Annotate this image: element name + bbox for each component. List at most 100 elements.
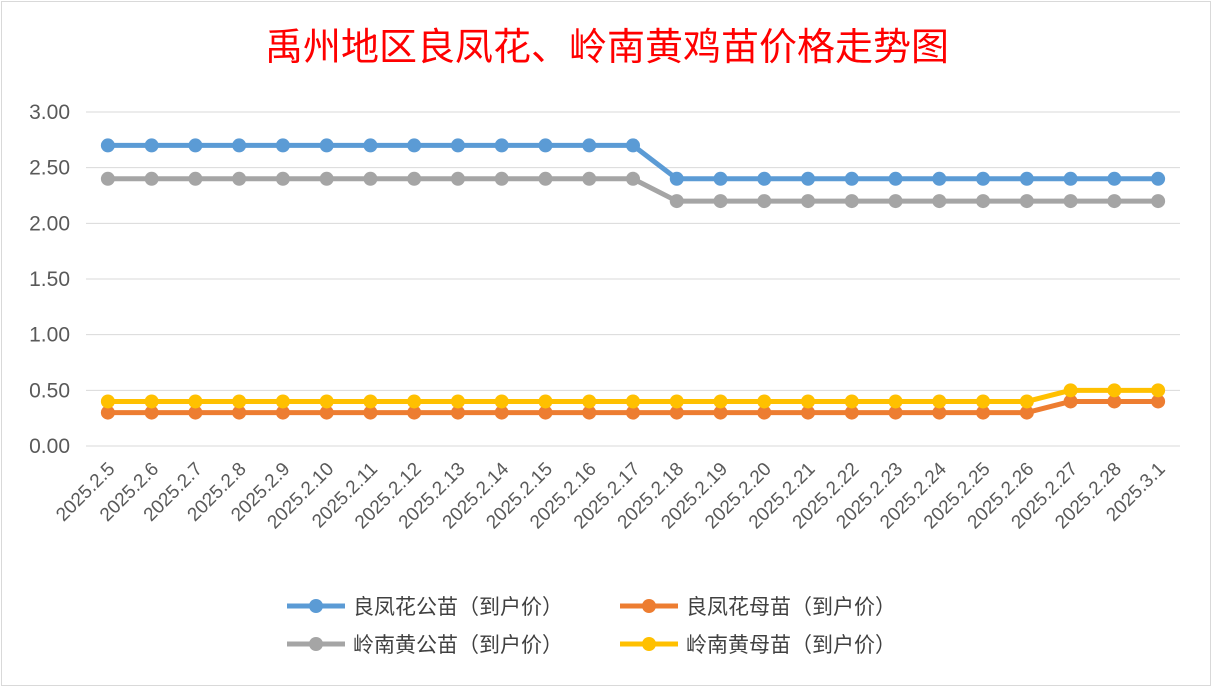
data-point [1151,383,1166,398]
data-point [538,405,553,420]
legend-item: 良凤花母苗（到户价） [620,595,896,619]
data-point [407,138,422,153]
data-point [801,394,816,409]
data-point [232,405,247,420]
data-point [1063,194,1078,209]
legend-marker [642,637,656,651]
data-point [232,394,247,409]
data-point [626,171,640,186]
data-point [538,171,553,186]
data-point [407,405,422,420]
data-point [669,394,684,409]
legend-label: 岭南黄公苗（到户价） [353,633,563,657]
data-point [1063,383,1078,398]
legend-item: 良凤花公苗（到户价） [287,595,563,619]
data-point [1019,171,1034,186]
data-point [976,194,991,209]
data-point [363,138,378,153]
data-point [582,171,597,186]
data-point [144,394,159,409]
legend-marker [309,599,323,613]
data-point [319,171,334,186]
data-point [1019,394,1034,409]
data-point [275,394,290,409]
data-point [1151,394,1166,409]
data-point [626,138,640,153]
data-point [844,194,859,209]
data-point [713,194,728,209]
data-point [757,194,772,209]
y-tick-label: 0.00 [29,435,70,458]
data-point [801,194,816,209]
data-point [188,171,203,186]
data-point [757,405,772,420]
data-point [626,405,640,420]
series-4 [100,383,1166,409]
data-point [275,171,290,186]
data-point [450,138,465,153]
y-axis-ticks: 0.00 0.50 1.00 1.50 2.00 2.50 3.00 [29,101,70,458]
data-point [1107,171,1122,186]
data-point [1107,394,1122,409]
data-point [144,405,159,420]
series-group [100,138,1166,420]
data-point [363,394,378,409]
data-point [976,394,991,409]
data-point [1107,194,1122,209]
data-point [1151,171,1166,186]
legend-item: 岭南黄公苗（到户价） [287,633,563,657]
data-point [100,138,115,153]
data-point [888,394,903,409]
data-point [538,394,553,409]
data-point [144,138,159,153]
data-point [669,171,684,186]
series-1 [100,138,1166,186]
data-point [275,138,290,153]
data-point [363,405,378,420]
data-point [932,171,947,186]
data-point [888,405,903,420]
data-point [669,194,684,209]
data-point [626,394,640,409]
data-point [319,405,334,420]
legend: 良凤花公苗（到户价） 良凤花母苗（到户价） 岭南黄公苗（到户价） 岭南黄母苗（到户价） [287,595,896,657]
gridlines [86,111,1180,447]
data-point [582,394,597,409]
data-point [494,171,509,186]
x-axis-ticks: 2025.2.52025.2.62025.2.72025.2.82025.2.9… [52,458,1169,533]
data-point [100,394,115,409]
data-point [319,394,334,409]
data-point [713,171,728,186]
legend-label: 良凤花公苗（到户价） [353,595,563,619]
data-point [450,405,465,420]
data-point [319,138,334,153]
data-point [713,405,728,420]
data-point [932,194,947,209]
data-point [363,171,378,186]
data-point [932,394,947,409]
data-point [407,171,422,186]
data-point [1063,394,1078,409]
data-point [801,405,816,420]
data-point [188,405,203,420]
y-tick-label: 2.50 [29,157,70,180]
data-point [188,394,203,409]
data-point [844,405,859,420]
data-point [100,171,115,186]
data-point [494,138,509,153]
series-3 [100,171,1166,209]
data-point [976,405,991,420]
data-point [494,394,509,409]
data-point [1151,194,1166,209]
data-point [582,405,597,420]
data-point [450,171,465,186]
data-point [888,194,903,209]
data-point [188,138,203,153]
data-point [888,171,903,186]
data-point [757,171,772,186]
data-point [1063,171,1078,186]
data-point [494,405,509,420]
data-point [538,138,553,153]
